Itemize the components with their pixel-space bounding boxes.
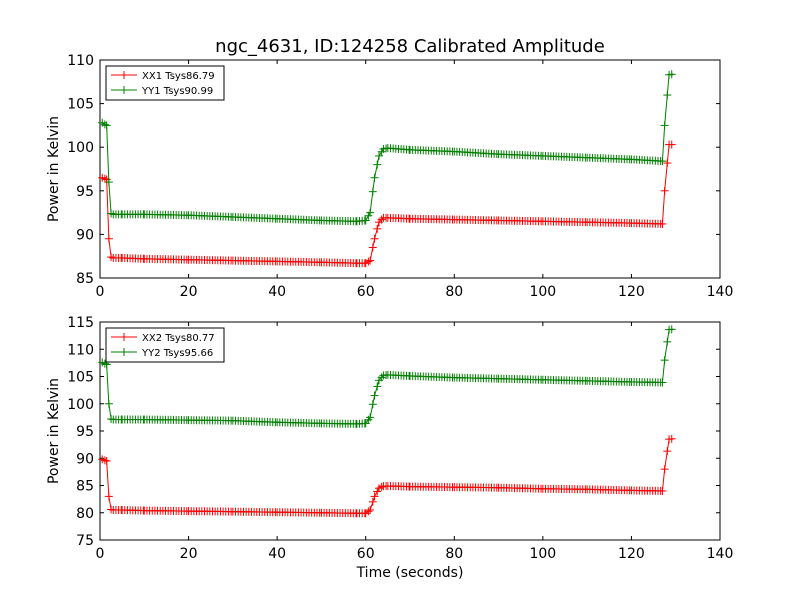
legend-label: XX2 Tsys80.77 — [142, 333, 215, 344]
y-axis-label: Power in Kelvin — [46, 116, 62, 222]
y-tick-label: 105 — [67, 370, 94, 386]
x-tick-label: 80 — [445, 284, 463, 300]
x-tick-label: 0 — [96, 284, 105, 300]
y-tick-label: 95 — [76, 184, 94, 200]
y-tick-label: 105 — [67, 97, 94, 113]
x-tick-label: 60 — [357, 284, 375, 300]
plot-panel-1: 0 20 40 60 80 100 120 140 85 90 95 100 105 110 Power i… — [46, 53, 733, 300]
series-line-1 — [102, 144, 674, 264]
x-tick-label: 100 — [529, 546, 556, 562]
x-tick-label: 100 — [529, 284, 556, 300]
x-tick-label: 140 — [707, 284, 734, 300]
legend-label: XX1 Tsys86.79 — [142, 71, 215, 82]
x-tick-label: 40 — [268, 546, 286, 562]
x-tick-label: 120 — [618, 284, 645, 300]
legend-box — [105, 327, 225, 363]
x-tick-label: 20 — [180, 284, 198, 300]
legend: XX1 Tsys86.79 YY1 Tsys90.99 — [105, 65, 225, 101]
y-tick-label: 80 — [76, 506, 94, 522]
y-tick-label: 85 — [76, 479, 94, 495]
x-tick-label: 40 — [268, 284, 286, 300]
y-tick-label: 95 — [76, 424, 94, 440]
series-markers-2 — [98, 325, 676, 428]
plot-frame — [99, 59, 721, 279]
y-tick-label: 100 — [67, 140, 94, 156]
x-tick-label: 120 — [618, 546, 645, 562]
y-tick-label: 85 — [76, 271, 94, 287]
y-tick-label: 90 — [76, 451, 94, 467]
series-markers-2 — [98, 70, 676, 226]
x-axis-label: Time (seconds) — [356, 565, 464, 581]
x-tick-label: 80 — [445, 546, 463, 562]
y-tick-label: 110 — [67, 342, 94, 358]
x-tick-label: 60 — [357, 546, 375, 562]
legend-label: YY1 Tsys90.99 — [141, 86, 213, 97]
series-markers-1 — [98, 140, 676, 268]
x-tick-label: 140 — [707, 546, 734, 562]
y-tick-label: 115 — [67, 315, 94, 331]
plot-panel-2: 0 20 40 60 80 100 120 140 75 80 85 90 95 100 105 110 115… — [46, 315, 733, 581]
x-tick-label: 0 — [96, 546, 105, 562]
legend: XX2 Tsys80.77 YY2 Tsys95.66 — [105, 327, 225, 363]
y-axis-label: Power in Kelvin — [46, 378, 62, 484]
y-tick-label: 90 — [76, 227, 94, 243]
y-tick-label: 75 — [76, 533, 94, 549]
x-tick-label: 20 — [180, 546, 198, 562]
chart-title: ngc_4631, ID:124258 Calibrated Amplitude — [215, 36, 605, 57]
legend-box — [105, 65, 225, 101]
legend-label: YY2 Tsys95.66 — [141, 348, 213, 359]
series-markers-1 — [98, 434, 676, 518]
y-tick-label: 100 — [67, 397, 94, 413]
series-line-1 — [102, 438, 674, 514]
y-tick-label: 110 — [67, 53, 94, 69]
